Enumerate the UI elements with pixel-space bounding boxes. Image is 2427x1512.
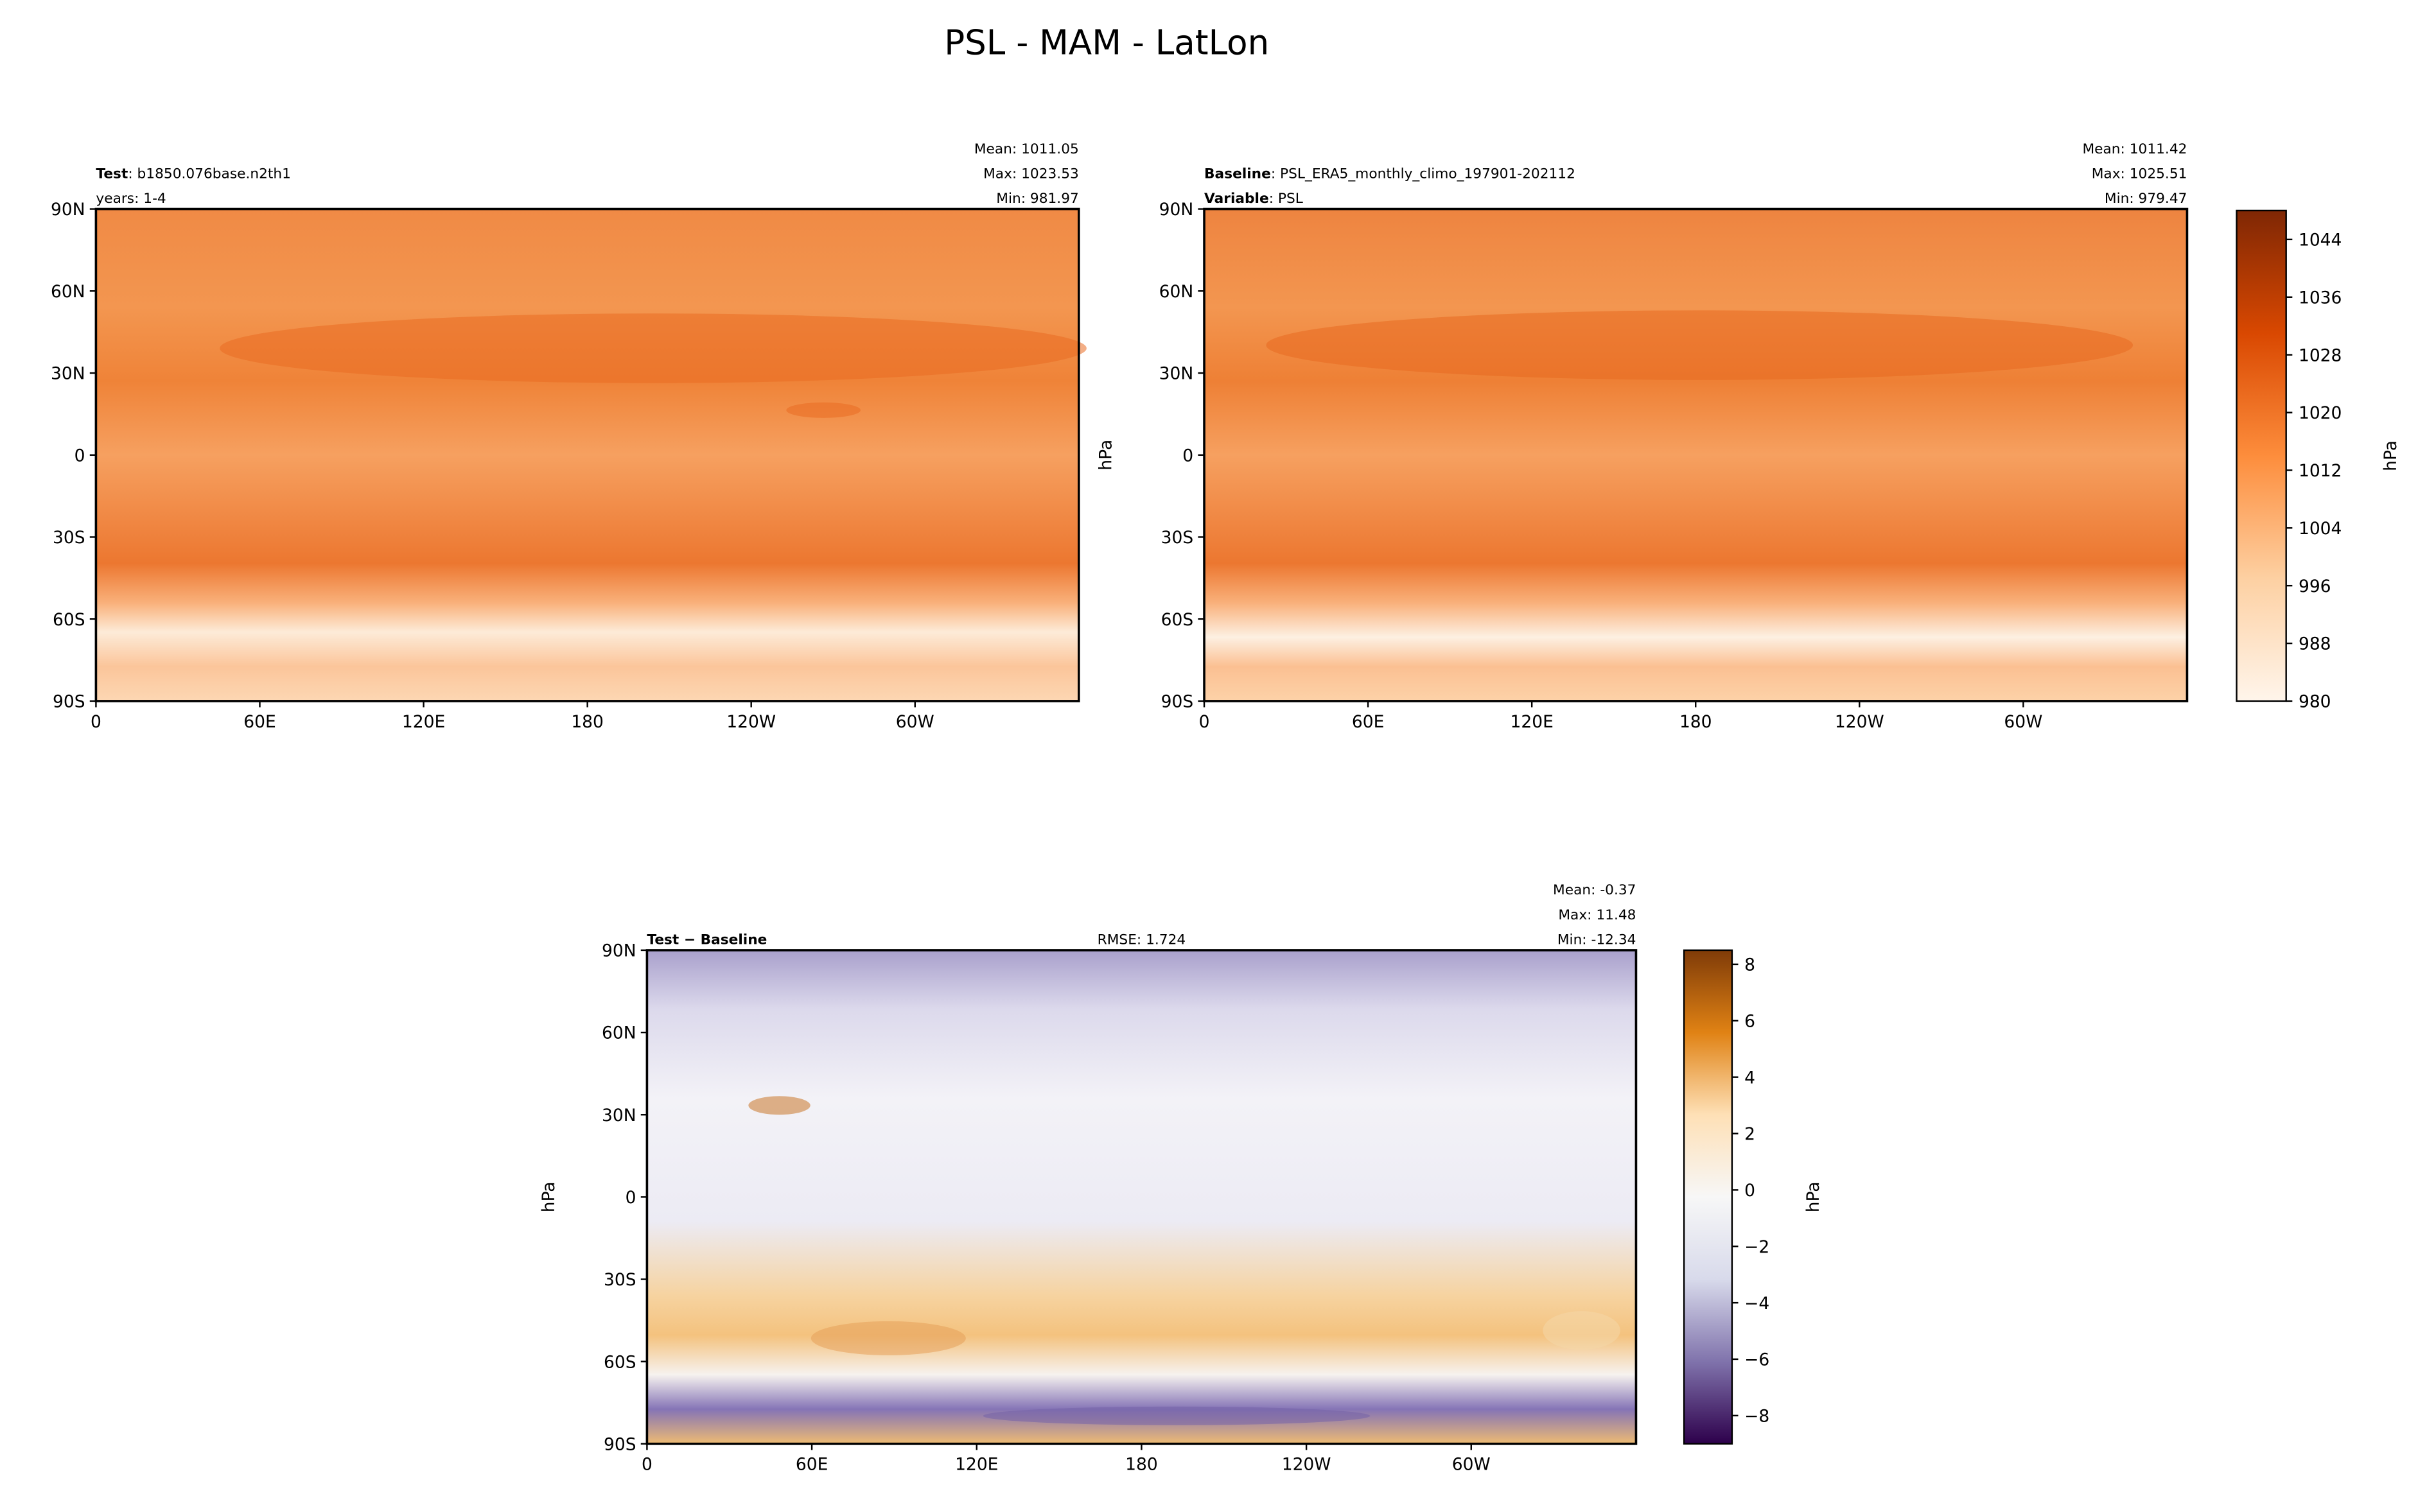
colorbar-tick-label: 1036 bbox=[2299, 288, 2342, 308]
annotation-text: : PSL bbox=[1269, 191, 1303, 207]
x-tick-label: 120E bbox=[955, 1455, 998, 1475]
panel-stat: Min: 979.47 bbox=[2105, 191, 2187, 207]
colorbar-label: hPa bbox=[2381, 440, 2401, 471]
x-tick-label: 60W bbox=[1452, 1455, 1491, 1475]
figure-title: PSL - MAM - LatLon bbox=[944, 23, 1269, 63]
panel-stat: Max: 1023.53 bbox=[983, 166, 1079, 182]
x-tick-label: 60W bbox=[896, 712, 934, 732]
x-tick-label: 120W bbox=[1835, 712, 1884, 732]
colorbar-tick-label: 6 bbox=[1744, 1011, 1755, 1031]
x-tick-label: 0 bbox=[642, 1455, 653, 1475]
panel-annotation: Baseline: PSL_ERA5_monthly_climo_197901-… bbox=[1204, 166, 1575, 182]
contour-blob bbox=[786, 402, 861, 418]
y-tick-label: 90S bbox=[53, 692, 85, 712]
colorbar-tick-label: 996 bbox=[2299, 577, 2331, 596]
y-tick-label: 30N bbox=[51, 364, 85, 384]
colorbar-tick-label: 1028 bbox=[2299, 345, 2342, 365]
y-tick-label: 60S bbox=[53, 610, 85, 630]
panel-stat: Mean: 1011.42 bbox=[2082, 141, 2187, 157]
annotation-text: : PSL_ERA5_monthly_climo_197901-202112 bbox=[1271, 166, 1575, 182]
annotation-bold: Test − Baseline bbox=[647, 932, 767, 948]
y-tick-label: 60N bbox=[602, 1023, 636, 1043]
y-tick-label: 30S bbox=[53, 528, 85, 548]
x-tick-label: 60E bbox=[796, 1455, 828, 1475]
x-tick-label: 180 bbox=[1125, 1455, 1158, 1475]
colorbar-tick-label: 4 bbox=[1744, 1068, 1755, 1088]
colorbar-tick-label: −4 bbox=[1744, 1294, 1769, 1314]
y-axis-label: hPa bbox=[539, 1181, 559, 1212]
x-tick-label: 60E bbox=[243, 712, 276, 732]
y-tick-label: 90N bbox=[1159, 200, 1194, 220]
colorbar-tick-label: 8 bbox=[1744, 955, 1755, 975]
panel-annotation: Test − Baseline bbox=[647, 932, 767, 948]
panel-stat: Max: 11.48 bbox=[1558, 907, 1636, 923]
x-tick-label: 0 bbox=[91, 712, 101, 732]
annotation-bold: Test bbox=[96, 166, 128, 182]
annotation-bold: Variable bbox=[1204, 191, 1269, 207]
y-tick-label: 30S bbox=[1161, 528, 1194, 548]
panel-annotation: Variable: PSL bbox=[1204, 191, 1303, 207]
annotation-bold: Baseline bbox=[1204, 166, 1271, 182]
panel-stat: Max: 1025.51 bbox=[2092, 166, 2187, 182]
y-tick-label: 90N bbox=[602, 941, 636, 961]
colorbar bbox=[2236, 209, 2287, 702]
colorbar bbox=[1683, 949, 1733, 1445]
colorbar-tick-label: 980 bbox=[2299, 692, 2331, 712]
map-field bbox=[96, 209, 1079, 701]
y-tick-label: 0 bbox=[626, 1188, 636, 1208]
map-field bbox=[1204, 209, 2187, 701]
contour-blob bbox=[983, 1406, 1371, 1425]
y-tick-label: 90N bbox=[51, 200, 85, 220]
contour-blob bbox=[810, 1321, 966, 1355]
y-tick-label: 90S bbox=[1161, 692, 1194, 712]
y-tick-label: 30S bbox=[604, 1270, 636, 1290]
y-tick-label: 60S bbox=[1161, 610, 1194, 630]
panel-annotation: Test: b1850.076base.n2th1 bbox=[96, 166, 291, 182]
panel-center-text: RMSE: 1.724 bbox=[1098, 932, 1186, 948]
colorbar-tick-label: 1020 bbox=[2299, 403, 2342, 423]
annotation-text: years: 1-4 bbox=[96, 191, 166, 207]
colorbar-tick-label: 1012 bbox=[2299, 461, 2342, 481]
x-tick-label: 120W bbox=[726, 712, 776, 732]
x-tick-label: 120E bbox=[1511, 712, 1554, 732]
y-axis-label: hPa bbox=[1096, 440, 1116, 471]
panel-stat: Mean: -0.37 bbox=[1553, 882, 1636, 898]
x-tick-label: 60W bbox=[2004, 712, 2042, 732]
colorbar-tick-label: 1044 bbox=[2299, 230, 2342, 250]
map-field bbox=[647, 950, 1636, 1444]
x-tick-label: 180 bbox=[571, 712, 604, 732]
x-tick-label: 60E bbox=[1352, 712, 1384, 732]
y-tick-label: 60N bbox=[1159, 282, 1194, 302]
panel-stat: Min: -12.34 bbox=[1557, 932, 1636, 948]
contour-blob bbox=[748, 1096, 810, 1115]
y-tick-label: 0 bbox=[1182, 446, 1193, 465]
panel-stat: Mean: 1011.05 bbox=[974, 141, 1079, 157]
contour-blob bbox=[1543, 1311, 1620, 1350]
annotation-text: : b1850.076base.n2th1 bbox=[128, 166, 291, 182]
y-tick-label: 60S bbox=[604, 1352, 636, 1372]
contour-blob bbox=[1266, 310, 2133, 380]
y-tick-label: 30N bbox=[1159, 364, 1194, 384]
colorbar-tick-label: −2 bbox=[1744, 1237, 1769, 1257]
colorbar-tick-label: 988 bbox=[2299, 634, 2331, 654]
colorbar-tick-label: 1004 bbox=[2299, 519, 2342, 539]
colorbar-tick-label: 0 bbox=[1744, 1181, 1755, 1201]
panel-annotation: years: 1-4 bbox=[96, 191, 166, 207]
panel-stat: Min: 981.97 bbox=[996, 191, 1079, 207]
x-tick-label: 180 bbox=[1679, 712, 1712, 732]
x-tick-label: 120W bbox=[1282, 1455, 1331, 1475]
y-tick-label: 30N bbox=[602, 1106, 636, 1125]
y-tick-label: 90S bbox=[604, 1434, 636, 1454]
colorbar-tick-label: 2 bbox=[1744, 1124, 1755, 1144]
colorbar-tick-label: −6 bbox=[1744, 1350, 1769, 1370]
colorbar-label: hPa bbox=[1803, 1181, 1823, 1212]
contour-blob bbox=[220, 313, 1087, 383]
x-tick-label: 0 bbox=[1199, 712, 1210, 732]
y-tick-label: 60N bbox=[51, 282, 85, 302]
y-tick-label: 0 bbox=[74, 446, 85, 465]
colorbar-tick-label: −8 bbox=[1744, 1406, 1769, 1426]
x-tick-label: 120E bbox=[402, 712, 445, 732]
